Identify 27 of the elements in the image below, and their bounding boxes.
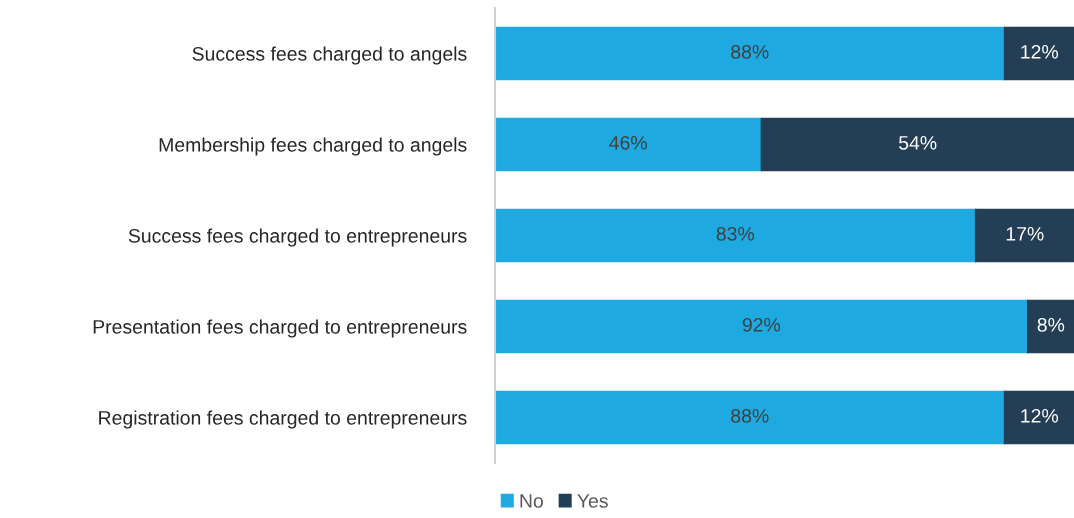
bar — [495, 26, 1006, 81]
legend-label: Yes — [577, 494, 608, 508]
data-label: 12% — [1021, 44, 1059, 59]
data-label: 12% — [1021, 408, 1059, 423]
data-label: 92% — [742, 317, 781, 332]
y-tick-label: Membership fees charged to angels — [159, 137, 467, 156]
bar — [1003, 390, 1074, 445]
data-label: 83% — [716, 226, 755, 241]
data-label: 54% — [898, 136, 937, 150]
bar — [495, 208, 977, 263]
y-tick-label: Presentation fees charged to entrepreneurs — [93, 319, 467, 338]
data-label: 46% — [609, 135, 647, 150]
legend-label: No — [520, 494, 543, 508]
data-label: 17% — [1006, 227, 1044, 241]
bar — [495, 117, 763, 172]
y-tick-label: Success fees charged to angels — [192, 46, 467, 65]
bar — [974, 208, 1074, 263]
bar — [760, 117, 1074, 172]
data-label: 88% — [731, 408, 769, 423]
y-tick-label: Registration fees charged to entrepreneurs — [99, 410, 467, 429]
data-label: 88% — [731, 44, 769, 59]
data-label: 8% — [1037, 317, 1065, 332]
bar — [495, 299, 1029, 354]
bar — [1026, 299, 1074, 354]
bar — [495, 390, 1006, 445]
y-tick-label: Success fees charged to entrepreneurs — [128, 228, 467, 247]
bar — [1003, 26, 1074, 81]
